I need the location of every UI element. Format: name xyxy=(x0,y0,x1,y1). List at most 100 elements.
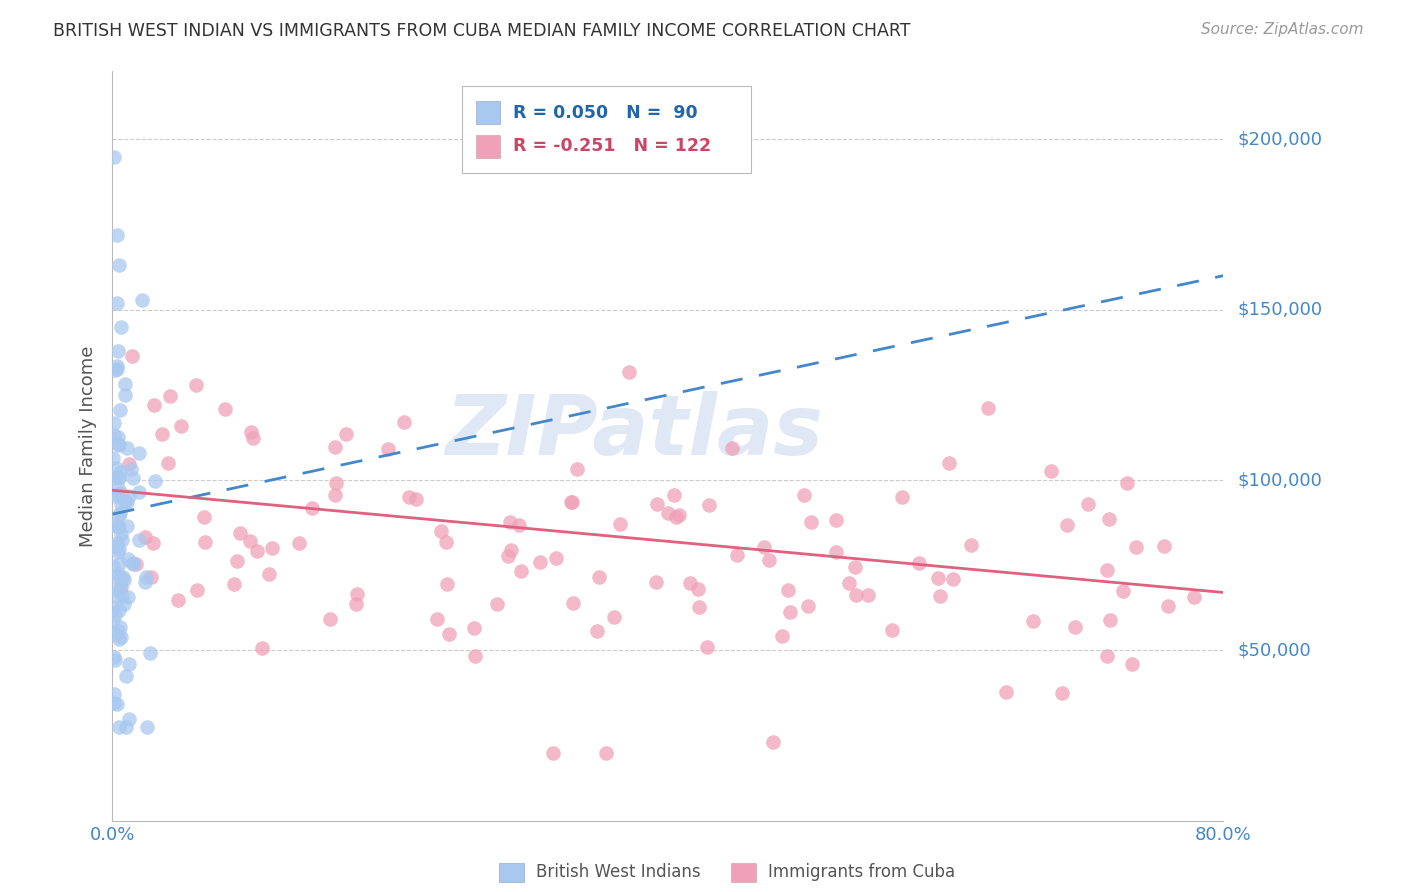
Point xyxy=(112,597,135,611)
Point xyxy=(108,471,131,485)
Point xyxy=(1056,518,1078,533)
Point xyxy=(110,319,132,334)
Point xyxy=(561,494,583,508)
Point xyxy=(679,576,702,591)
Point xyxy=(117,551,139,566)
Point xyxy=(1121,657,1143,672)
Point xyxy=(929,589,952,603)
Point xyxy=(134,574,156,589)
Point xyxy=(436,577,458,591)
Point xyxy=(131,293,153,307)
Point xyxy=(143,398,166,412)
Point xyxy=(117,590,139,604)
Point xyxy=(1115,475,1137,490)
Point xyxy=(1099,613,1122,627)
Point xyxy=(1098,512,1121,526)
Point xyxy=(107,624,129,638)
Point xyxy=(138,647,160,661)
Point xyxy=(546,550,568,565)
Point xyxy=(824,545,846,559)
Point xyxy=(392,415,415,429)
Point xyxy=(880,624,903,638)
Point xyxy=(124,558,146,572)
Point xyxy=(696,640,718,655)
Point xyxy=(508,517,530,532)
Point xyxy=(128,445,150,459)
Point xyxy=(108,720,131,734)
Point xyxy=(143,474,166,488)
Point xyxy=(927,571,949,585)
Point xyxy=(101,451,124,466)
Point xyxy=(141,536,163,550)
Point xyxy=(108,465,131,479)
Point xyxy=(194,535,217,549)
Text: R = -0.251   N = 122: R = -0.251 N = 122 xyxy=(513,137,711,155)
Point xyxy=(800,515,823,529)
Point xyxy=(105,487,128,501)
Point xyxy=(752,540,775,554)
Point xyxy=(118,713,141,727)
Point xyxy=(121,471,143,485)
Point xyxy=(668,508,690,522)
Point xyxy=(464,648,486,663)
Point xyxy=(891,490,914,504)
Point xyxy=(226,554,249,568)
Point xyxy=(150,426,173,441)
Point xyxy=(159,389,181,403)
Point xyxy=(426,612,449,626)
Point xyxy=(509,565,531,579)
Point xyxy=(228,526,250,541)
Point xyxy=(434,535,457,549)
Point xyxy=(463,621,485,635)
Point xyxy=(977,401,1000,416)
Point xyxy=(588,570,610,584)
Point xyxy=(115,441,138,455)
Point xyxy=(1063,620,1085,634)
Point xyxy=(105,362,128,376)
Point xyxy=(595,746,617,760)
Point xyxy=(318,612,340,626)
Point xyxy=(167,593,190,607)
Point xyxy=(844,560,866,574)
Point xyxy=(430,524,453,538)
Bar xyxy=(463,87,751,172)
Point xyxy=(103,471,125,485)
Point xyxy=(108,520,131,534)
Point xyxy=(108,403,131,417)
Point xyxy=(609,516,631,531)
Point xyxy=(778,583,800,598)
Point xyxy=(498,549,520,563)
Point xyxy=(543,746,565,760)
Point xyxy=(157,456,180,470)
Point xyxy=(107,438,129,452)
Point xyxy=(779,605,801,619)
Point xyxy=(110,630,132,644)
Point xyxy=(325,476,347,491)
Point xyxy=(250,641,273,656)
Point xyxy=(1050,686,1073,700)
Point xyxy=(499,515,522,529)
Point xyxy=(762,735,785,749)
Point xyxy=(103,600,125,615)
Point xyxy=(122,558,145,572)
Bar xyxy=(475,102,501,124)
Point xyxy=(108,556,131,570)
Point xyxy=(105,582,128,596)
Point xyxy=(105,540,128,554)
Point xyxy=(437,627,460,641)
Point xyxy=(686,582,709,596)
Point xyxy=(377,442,399,457)
Point xyxy=(134,529,156,543)
Point xyxy=(246,543,269,558)
Point xyxy=(104,607,127,622)
Text: ZIPatlas: ZIPatlas xyxy=(446,391,824,472)
Point xyxy=(105,519,128,533)
Point xyxy=(108,632,131,646)
Point xyxy=(108,582,131,597)
Point xyxy=(103,697,125,711)
Point xyxy=(120,461,142,475)
Text: Immigrants from Cuba: Immigrants from Cuba xyxy=(768,863,955,881)
Point xyxy=(128,533,150,547)
Point xyxy=(240,425,263,440)
Point xyxy=(104,363,127,377)
